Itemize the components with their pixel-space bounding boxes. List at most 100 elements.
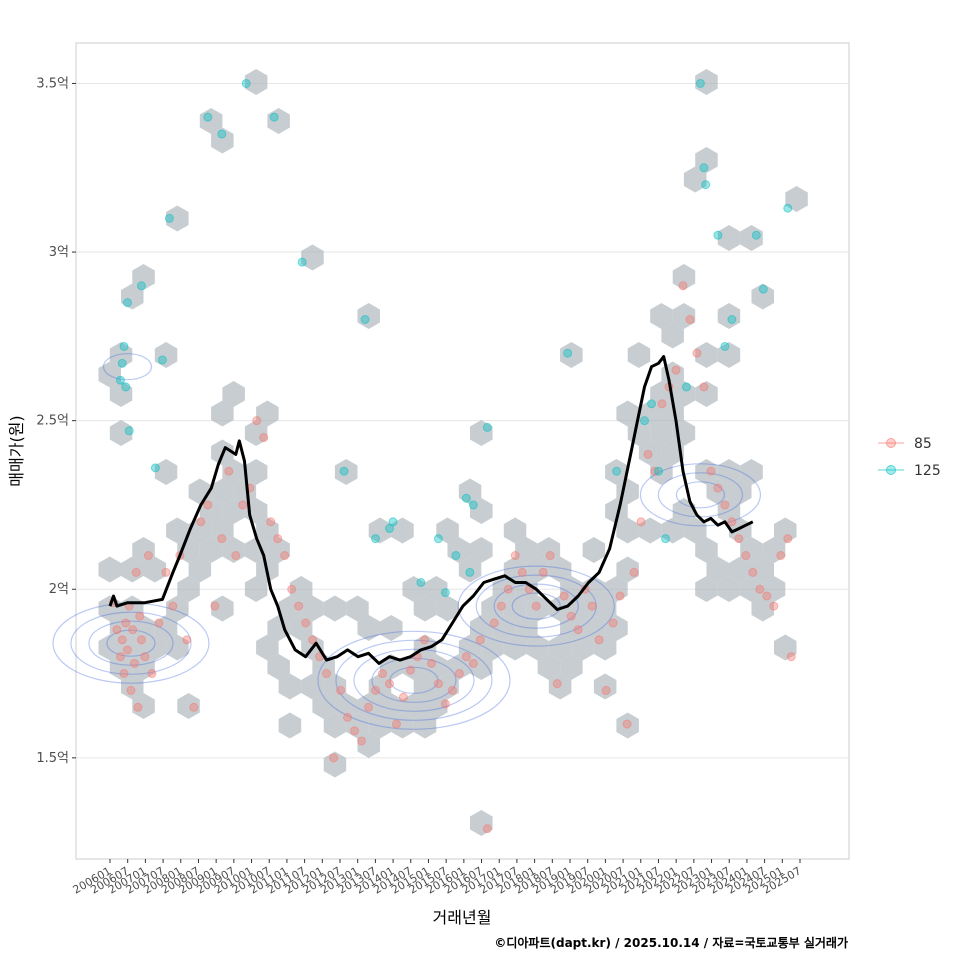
hex-cell [582, 537, 606, 563]
point-125 [660, 534, 670, 544]
point-125 [563, 348, 573, 358]
point-85 [587, 601, 597, 611]
legend-key-85-point [886, 438, 896, 448]
hex-cell [582, 615, 606, 641]
hex-cell [774, 634, 797, 661]
hex-cell [470, 615, 493, 641]
hex-cell [706, 556, 729, 583]
hex-cell [605, 459, 628, 485]
point-85 [762, 591, 772, 601]
point-125 [783, 203, 793, 213]
point-85 [678, 281, 688, 291]
point-85 [601, 685, 611, 695]
hex-cell [503, 595, 527, 622]
point-85 [636, 517, 646, 527]
hex-cell [244, 69, 268, 95]
point-125 [465, 567, 475, 577]
hex-cell [717, 498, 741, 524]
hex-cell [380, 615, 403, 641]
point-85 [629, 567, 639, 577]
point-125 [117, 358, 127, 368]
point-85 [615, 591, 625, 601]
hex-cell [199, 498, 223, 524]
point-125 [121, 382, 131, 392]
point-85 [398, 692, 408, 702]
point-85 [692, 348, 702, 358]
hex-cell [458, 634, 482, 661]
point-125 [371, 534, 381, 544]
hex-cell [256, 400, 279, 427]
contour-line [389, 666, 439, 694]
point-125 [654, 466, 664, 476]
hex-cell [244, 576, 268, 602]
hex-cell [278, 673, 302, 700]
point-85 [266, 517, 276, 527]
hex-cell [132, 537, 155, 563]
point-85 [128, 625, 138, 635]
point-85 [545, 551, 555, 561]
hex-cell [526, 595, 549, 622]
hex-cell [154, 615, 178, 641]
point-125 [461, 493, 471, 503]
hex-cell [177, 537, 200, 563]
point-85 [650, 466, 660, 476]
hex-cell [605, 576, 628, 602]
hex-cell [717, 459, 741, 485]
hex-cell [672, 303, 696, 329]
point-85 [454, 669, 464, 679]
hex-cell [717, 576, 741, 602]
hex-cell [413, 595, 437, 622]
point-125 [164, 213, 174, 223]
point-85 [503, 584, 513, 594]
hex-cell [616, 712, 639, 739]
hex-cell [650, 303, 673, 329]
hex-cell [650, 420, 673, 446]
point-85 [748, 567, 758, 577]
hex-cell [132, 693, 155, 719]
point-85 [140, 652, 150, 662]
hex-cell [695, 381, 718, 407]
hex-cell [695, 147, 718, 173]
point-125 [384, 524, 394, 534]
point-125 [119, 341, 129, 351]
plot-panel [75, 42, 850, 860]
hex-cell [672, 264, 696, 290]
hex-cell [334, 459, 358, 485]
hex-cell [211, 595, 234, 622]
point-85 [734, 534, 744, 544]
point-85 [489, 618, 499, 628]
contour-line [317, 630, 511, 730]
point-85 [131, 567, 141, 577]
point-85 [720, 500, 730, 510]
point-85 [552, 679, 562, 689]
legend-key-125-point [886, 465, 896, 475]
point-85 [238, 500, 248, 510]
hex-cell [661, 322, 684, 349]
hex-cell [109, 342, 133, 368]
point-85 [384, 679, 394, 689]
hex-cell [346, 595, 369, 622]
point-125 [727, 314, 737, 324]
point-125 [269, 112, 279, 122]
point-85 [336, 685, 346, 695]
point-85 [129, 658, 139, 668]
y-tick-label: 3.5억 [36, 76, 69, 91]
point-85 [622, 719, 632, 729]
point-125 [157, 355, 167, 365]
hex-cell [729, 556, 752, 583]
hex-cell [470, 498, 493, 524]
point-125 [115, 375, 125, 385]
point-85 [280, 551, 290, 561]
point-85 [378, 669, 388, 679]
point-85 [189, 702, 199, 712]
point-85 [419, 635, 429, 645]
hex-cell [256, 517, 279, 544]
point-85 [776, 551, 786, 561]
point-125 [699, 163, 709, 173]
point-125 [751, 230, 761, 240]
hex-cell [729, 478, 752, 505]
point-85 [119, 669, 129, 679]
point-85 [136, 635, 146, 645]
point-85 [496, 601, 506, 611]
contour-line [335, 639, 493, 721]
